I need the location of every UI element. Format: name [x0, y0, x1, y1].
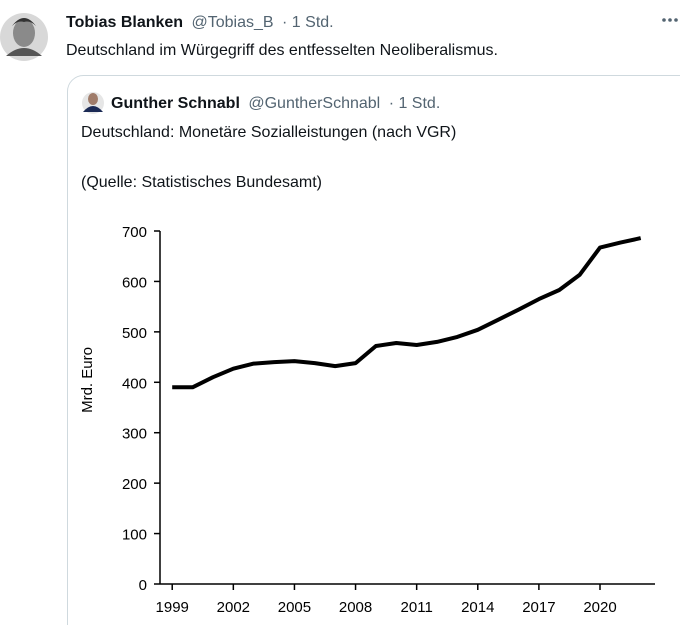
author-handle[interactable]: @Tobias_B [192, 14, 274, 31]
x-tick-label: 2020 [583, 599, 616, 616]
x-tick-label: 1999 [156, 599, 189, 616]
tweet-header: Tobias Blanken @Tobias_B · 1 Std. [66, 14, 334, 31]
quote-avatar[interactable] [82, 92, 104, 114]
x-tick-label: 2011 [401, 599, 433, 616]
chart: 0 100 200 300 400 500 600 700 1999 2002 2005 2008 20… [122, 224, 655, 616]
tweet-time[interactable]: · 1 Std. [282, 14, 334, 31]
tweet-text: Deutschland im Würgegriff des entfesselt… [66, 42, 498, 59]
x-tick-label: 2002 [217, 599, 250, 616]
quote-author-name[interactable]: Gunther Schnabl [111, 95, 240, 112]
quote-time[interactable]: · 1 Std. [389, 95, 441, 112]
more-menu[interactable] [662, 18, 678, 22]
x-tick-label: 2014 [461, 599, 494, 616]
y-tick-label: 700 [122, 224, 147, 241]
quote-header: Gunther Schnabl @GuntherSchnabl · 1 Std. [111, 95, 440, 112]
data-line [172, 236, 642, 390]
quote-text: Deutschland: Monetäre Sozialleistungen (… [81, 124, 456, 141]
x-tick-label: 2005 [278, 599, 311, 616]
author-name[interactable]: Tobias Blanken [66, 14, 183, 31]
y-tick-label: 0 [139, 577, 147, 594]
y-tick-label: 400 [122, 375, 147, 392]
quote-source: (Quelle: Statistisches Bundesamt) [81, 174, 322, 191]
y-tick-label: 300 [122, 426, 147, 443]
y-tick-label: 500 [122, 325, 147, 342]
y-tick-label: 100 [122, 527, 147, 544]
quote-author-handle[interactable]: @GuntherSchnabl [248, 95, 380, 112]
x-tick-label: 2008 [339, 599, 372, 616]
y-axis-label: Mrd. Euro [79, 347, 96, 413]
x-tick-label: 2017 [522, 599, 555, 616]
quote-card[interactable] [67, 75, 680, 625]
avatar[interactable] [0, 13, 48, 61]
y-tick-label: 600 [122, 274, 147, 291]
y-tick-label: 200 [122, 476, 147, 493]
